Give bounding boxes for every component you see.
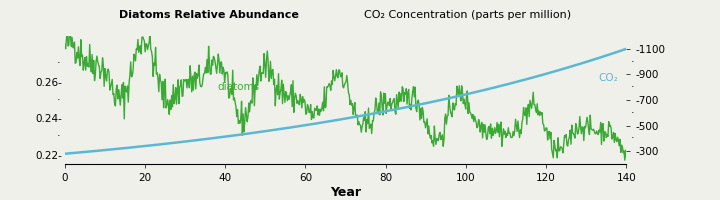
Text: ·: · [57, 58, 60, 68]
Text: ·: · [57, 132, 60, 142]
Text: ·: · [631, 82, 634, 92]
Text: ·: · [631, 133, 634, 143]
Text: diatoms: diatoms [217, 82, 259, 92]
Text: CO₂ Concentration (parts per million): CO₂ Concentration (parts per million) [364, 10, 572, 20]
Text: CO₂: CO₂ [598, 73, 618, 83]
Text: ·: · [631, 108, 634, 118]
X-axis label: Year: Year [330, 186, 361, 199]
Text: ·: · [57, 95, 60, 105]
Text: ·: · [631, 57, 634, 67]
Text: Diatoms Relative Abundance: Diatoms Relative Abundance [119, 10, 299, 20]
